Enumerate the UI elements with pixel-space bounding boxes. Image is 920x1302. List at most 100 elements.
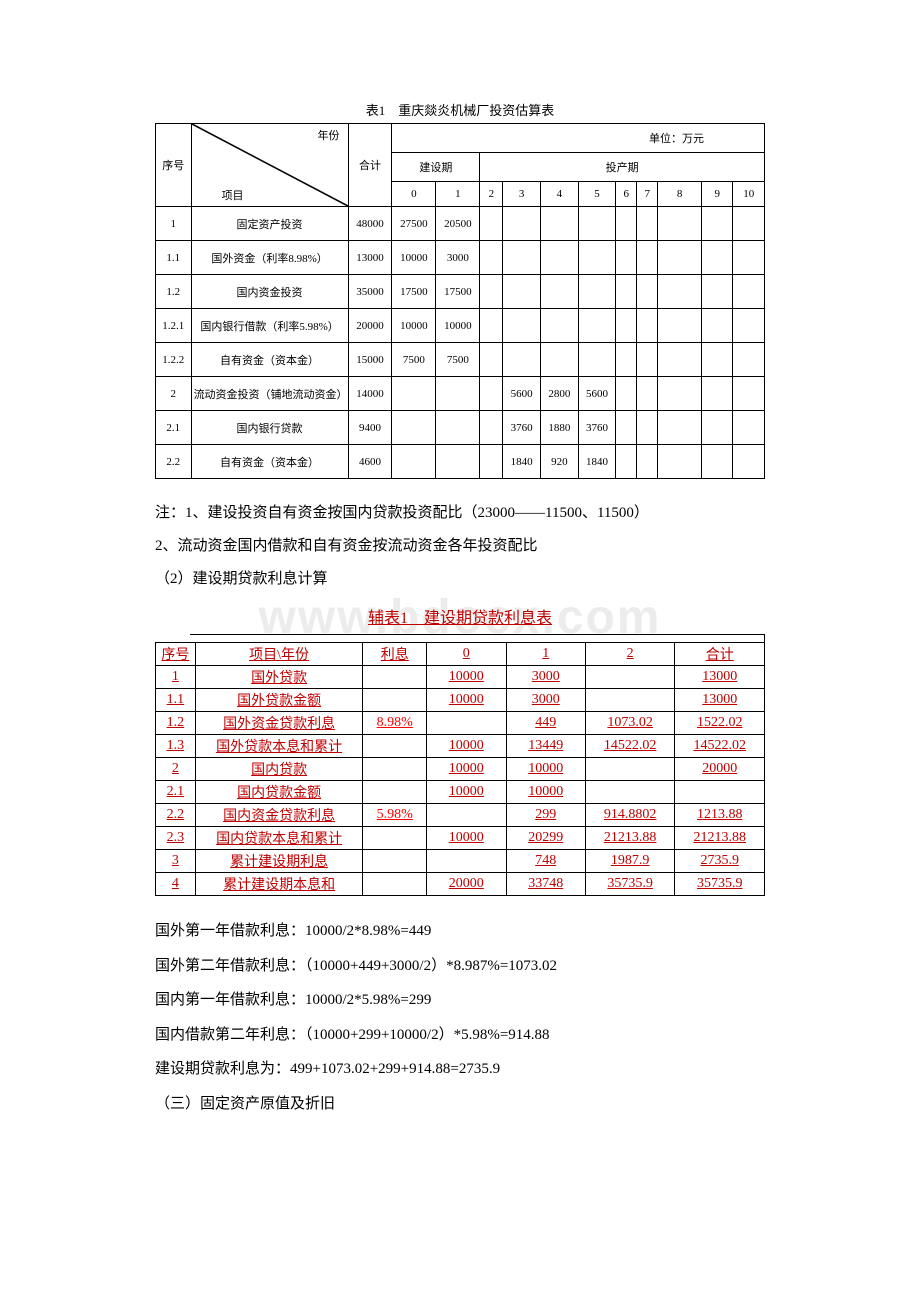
table1-section: 表1 重庆燚炎机械厂投资估算表 序号 年份 项目 合计 单位：万元 建设期 投产… <box>155 100 765 479</box>
t2-r9-c1: 33748 <box>506 873 585 896</box>
t1-r4-c0: 7500 <box>392 343 436 377</box>
t2-r6-c1: 299 <box>506 804 585 827</box>
t2-r7-c2: 21213.88 <box>585 827 675 850</box>
t2-r7-name: 国内贷款本息和累计 <box>195 827 363 850</box>
t1-r7-c3: 1840 <box>503 445 541 479</box>
t1-r1-c7 <box>637 241 658 275</box>
t1-h-c4: 4 <box>541 182 579 207</box>
t1-r5-seq: 2 <box>156 377 192 411</box>
t2-r0-name: 国外贷款 <box>195 666 363 689</box>
t1-r0-total: 48000 <box>348 207 392 241</box>
calc-5: 建设期贷款利息为：499+1073.02+299+914.88=2735.9 <box>155 1052 765 1087</box>
investment-table: 序号 年份 项目 合计 单位：万元 建设期 投产期 0 1 2 3 4 5 6 … <box>155 123 765 479</box>
t2-r4-c1: 10000 <box>506 758 585 781</box>
t1-h-project: 项目 <box>222 187 244 203</box>
t1-r7-c4: 920 <box>541 445 579 479</box>
t2-r2-seq: 1.2 <box>156 712 196 735</box>
t2-h-seq: 序号 <box>156 643 196 666</box>
t1-r1-c2 <box>480 241 503 275</box>
t1-r3-c2 <box>480 309 503 343</box>
t1-r1-c5 <box>578 241 616 275</box>
t2-r9-c2: 35735.9 <box>585 873 675 896</box>
t1-r2-c7 <box>637 275 658 309</box>
t2-r3-seq: 1.3 <box>156 735 196 758</box>
t1-r3-c7 <box>637 309 658 343</box>
t1-r4-c2 <box>480 343 503 377</box>
calc-3: 国内第一年借款利息：10000/2*5.98%=299 <box>155 983 765 1018</box>
t1-r4-c1: 7500 <box>436 343 480 377</box>
t1-r2-c6 <box>616 275 637 309</box>
t2-h-proj: 项目\年份 <box>195 643 363 666</box>
t2-r9-rate <box>363 873 427 896</box>
t2-r9-total: 35735.9 <box>675 873 765 896</box>
t1-r3-c6 <box>616 309 637 343</box>
t2-r1-total: 13000 <box>675 689 765 712</box>
t1-r5-c5: 5600 <box>578 377 616 411</box>
t1-h-diag: 年份 项目 <box>191 124 348 207</box>
calculation-section: 国外第一年借款利息：10000/2*8.98%=449 国外第二年借款利息：（1… <box>155 914 765 1121</box>
t2-h-total: 合计 <box>675 643 765 666</box>
t2-r8-c0 <box>427 850 506 873</box>
t1-r2-total: 35000 <box>348 275 392 309</box>
t1-r7-c7 <box>637 445 658 479</box>
t1-r4-c6 <box>616 343 637 377</box>
t1-r2-c0: 17500 <box>392 275 436 309</box>
t2-r4-c0: 10000 <box>427 758 506 781</box>
t1-r7-c10 <box>733 445 765 479</box>
t1-r6-c0 <box>392 411 436 445</box>
t2-r8-seq: 3 <box>156 850 196 873</box>
t1-r4-c10 <box>733 343 765 377</box>
t1-r0-seq: 1 <box>156 207 192 241</box>
t1-r2-c2 <box>480 275 503 309</box>
t2-r7-c1: 20299 <box>506 827 585 850</box>
interest-table: 序号 项目\年份 利息 0 1 2 合计 1国外贷款10000300013000… <box>155 642 765 896</box>
t2-r5-c0: 10000 <box>427 781 506 804</box>
calc-1: 国外第一年借款利息：10000/2*8.98%=449 <box>155 914 765 949</box>
t1-r5-c4: 2800 <box>541 377 579 411</box>
t1-r1-c4 <box>541 241 579 275</box>
t1-r0-c4 <box>541 207 579 241</box>
t2-r3-total: 14522.02 <box>675 735 765 758</box>
t1-r1-c3 <box>503 241 541 275</box>
t1-r2-c4 <box>541 275 579 309</box>
t2-r6-c0 <box>427 804 506 827</box>
t1-r5-c0 <box>392 377 436 411</box>
t2-r1-c0: 10000 <box>427 689 506 712</box>
t1-r0-c2 <box>480 207 503 241</box>
t1-r6-c7 <box>637 411 658 445</box>
t1-r7-c0 <box>392 445 436 479</box>
t1-r3-seq: 1.2.1 <box>156 309 192 343</box>
t2-r2-rate: 8.98% <box>363 712 427 735</box>
t1-r2-c5 <box>578 275 616 309</box>
table1-title: 表1 重庆燚炎机械厂投资估算表 <box>155 100 765 119</box>
t2-r4-total: 20000 <box>675 758 765 781</box>
t1-r6-c5: 3760 <box>578 411 616 445</box>
t1-h-production: 投产期 <box>480 153 765 182</box>
t2-h-c0: 0 <box>427 643 506 666</box>
t1-r4-total: 15000 <box>348 343 392 377</box>
t2-r4-seq: 2 <box>156 758 196 781</box>
t1-h-c0: 0 <box>392 182 436 207</box>
t1-r7-c6 <box>616 445 637 479</box>
t2-r9-c0: 20000 <box>427 873 506 896</box>
t1-r1-c8 <box>658 241 702 275</box>
t1-r6-c2 <box>480 411 503 445</box>
t2-r6-c2: 914.8802 <box>585 804 675 827</box>
t2-r3-name: 国外贷款本息和累计 <box>195 735 363 758</box>
t2-r5-name: 国内贷款金额 <box>195 781 363 804</box>
t1-r7-c1 <box>436 445 480 479</box>
t2-r2-c2: 1073.02 <box>585 712 675 735</box>
t1-r7-c2 <box>480 445 503 479</box>
t1-r2-name: 国内资金投资 <box>191 275 348 309</box>
t1-r6-c3: 3760 <box>503 411 541 445</box>
t1-h-c3: 3 <box>503 182 541 207</box>
t2-r0-c0: 10000 <box>427 666 506 689</box>
t1-r4-c3 <box>503 343 541 377</box>
t1-r6-c10 <box>733 411 765 445</box>
calc-6: （三）固定资产原值及折旧 <box>155 1087 765 1122</box>
t2-r4-c2 <box>585 758 675 781</box>
t1-r3-c5 <box>578 309 616 343</box>
t1-r1-name: 国外资金（利率8.98%） <box>191 241 348 275</box>
t1-r5-c3: 5600 <box>503 377 541 411</box>
t1-r0-name: 固定资产投资 <box>191 207 348 241</box>
